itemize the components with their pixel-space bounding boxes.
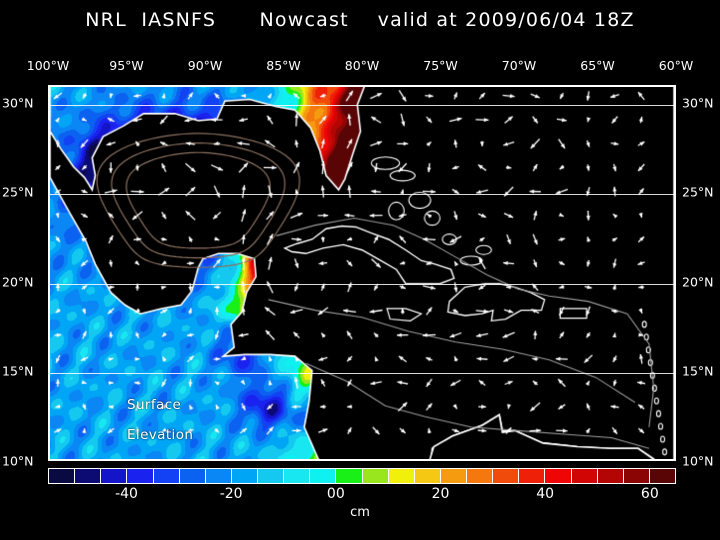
lon-tick-label: 100°W xyxy=(26,58,70,73)
lon-tick-label: 65°W xyxy=(580,58,615,73)
gridline-parallel xyxy=(50,105,674,106)
lon-tick-label: 60°W xyxy=(658,58,694,73)
lon-tick-label: 80°W xyxy=(344,58,380,73)
colorbar[interactable] xyxy=(48,468,676,484)
colorbar-swatch xyxy=(336,469,363,483)
gridline-parallel xyxy=(50,194,674,195)
map-annotation-line1: Surface xyxy=(127,397,182,413)
colorbar-swatch xyxy=(649,469,675,483)
map-plot-area[interactable]: Surface Elevation xyxy=(48,85,676,461)
colorbar-swatch xyxy=(101,469,128,483)
lon-tick-label: 85°W xyxy=(266,58,301,73)
colorbar-swatch xyxy=(179,469,206,483)
colorbar-swatch xyxy=(597,469,624,483)
colorbar-swatch xyxy=(258,469,285,483)
colorbar-swatch xyxy=(623,469,650,483)
gridline-parallel xyxy=(50,373,674,374)
colorbar-unit-label: cm xyxy=(350,505,370,520)
colorbar-swatch xyxy=(388,469,415,483)
colorbar-tick-label: 60 xyxy=(640,486,659,502)
gridline-parallel xyxy=(50,284,674,285)
colorbar-swatch xyxy=(519,469,546,483)
colorbar-swatch xyxy=(571,469,598,483)
colorbar-swatch xyxy=(205,469,232,483)
colorbar-tick-label: 40 xyxy=(536,486,555,502)
colorbar-swatch xyxy=(310,469,337,483)
lon-tick-label: 70°W xyxy=(501,58,537,73)
colorbar-tick-label: -40 xyxy=(115,486,138,502)
lat-tick-label: 30°N xyxy=(2,95,34,111)
lon-tick-label: 95°W xyxy=(109,58,144,73)
colorbar-tick-label: 00 xyxy=(326,486,345,502)
colorbar-swatch xyxy=(231,469,258,483)
colorbar-swatch xyxy=(440,469,467,483)
lat-tick-label: 10°N xyxy=(2,453,34,469)
map-annotation-line2: Elevation xyxy=(127,427,194,443)
lon-tick-label: 75°W xyxy=(423,58,458,73)
colorbar-swatch xyxy=(49,469,76,483)
colorbar-swatch xyxy=(284,469,311,483)
colorbar-swatch xyxy=(467,469,494,483)
lat-tick-label: 20°N xyxy=(2,274,34,290)
colorbar-tick-label: -20 xyxy=(219,486,243,502)
colorbar-swatch xyxy=(362,469,389,483)
colorbar-swatch xyxy=(75,469,102,483)
lat-tick-label: 15°N xyxy=(2,363,34,379)
lat-tick-label: 25°N xyxy=(682,184,714,200)
longitude-axis: 100°W 95°W 90°W 85°W 80°W 75°W 70°W 65°W 60°W xyxy=(0,58,720,74)
lat-tick-label: 10°N xyxy=(682,453,714,469)
colorbar-swatch xyxy=(545,469,572,483)
lat-tick-label: 25°N xyxy=(2,184,34,200)
page-title: NRL IASNFS Nowcast valid at 2009/06/04 1… xyxy=(85,9,635,31)
colorbar-swatch xyxy=(127,469,154,483)
lat-tick-label: 30°N xyxy=(682,95,714,111)
colorbar-tick-label: 20 xyxy=(431,486,450,502)
lat-tick-label: 15°N xyxy=(682,363,714,379)
colorbar-swatch xyxy=(153,469,180,483)
colorbar-swatch xyxy=(414,469,441,483)
sea-surface-elevation-field xyxy=(50,87,674,459)
colorbar-swatch xyxy=(493,469,520,483)
lon-tick-label: 90°W xyxy=(187,58,223,73)
lat-tick-label: 20°N xyxy=(682,274,714,290)
